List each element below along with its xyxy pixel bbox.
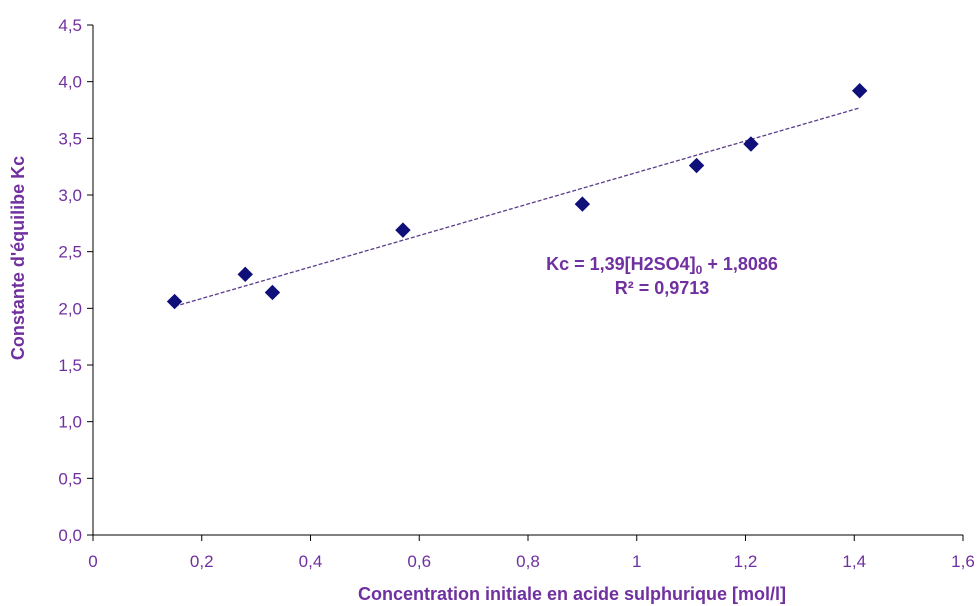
data-point xyxy=(743,136,759,152)
x-tick-label: 1,2 xyxy=(734,552,758,571)
x-tick-label: 0,8 xyxy=(516,552,540,571)
y-tick-label: 3,5 xyxy=(58,129,82,148)
y-tick-label: 4,0 xyxy=(58,73,82,92)
data-point xyxy=(237,266,253,283)
x-tick-label: 1,4 xyxy=(842,552,866,571)
data-points xyxy=(166,83,868,310)
x-tick-label: 1 xyxy=(632,552,641,571)
y-tick-label: 4,5 xyxy=(58,16,82,35)
y-tick-label: 1,0 xyxy=(58,413,82,432)
trendline xyxy=(174,107,860,308)
x-tick-label: 0,6 xyxy=(407,552,431,571)
y-tick-label: 1,5 xyxy=(58,356,82,375)
y-tick-label: 0,5 xyxy=(58,469,82,488)
data-point xyxy=(851,83,868,99)
x-tick-label: 0 xyxy=(88,552,97,571)
x-tick-label: 0,4 xyxy=(299,552,323,571)
data-point xyxy=(574,196,591,212)
y-axis-title: Constante d'équilibe Kc xyxy=(8,156,28,360)
data-point xyxy=(166,293,183,310)
trendline-group xyxy=(174,107,860,308)
x-axis-title: Concentration initiale en acide sulphuri… xyxy=(358,584,786,604)
trendline-equation: Kc = 1,39[H2SO4]0 + 1,8086 xyxy=(546,254,778,277)
equation-main: Kc = 1,39[H2SO4] xyxy=(546,254,696,274)
x-axis-ticks: 0 0,2 0,4 0,6 0,8 1 1,2 1,4 1,6 xyxy=(88,535,975,571)
y-tick-label: 0,0 xyxy=(58,526,82,545)
y-tick-label: 2,5 xyxy=(58,243,82,262)
r-squared-label: R² = 0,9713 xyxy=(615,278,710,298)
y-tick-label: 2,0 xyxy=(58,299,82,318)
y-axis-ticks: 0,0 0,5 1,0 1,5 2,0 2,5 3,0 3,5 4,0 4,5 xyxy=(58,16,93,545)
y-tick-label: 3,0 xyxy=(58,186,82,205)
axes xyxy=(92,25,963,536)
equation-suffix: + 1,8086 xyxy=(702,254,778,274)
x-tick-label: 1,6 xyxy=(951,552,975,571)
data-point xyxy=(688,157,705,174)
data-point xyxy=(264,284,281,301)
equation-subscript: 0 xyxy=(696,263,703,277)
data-point xyxy=(395,222,411,238)
x-tick-label: 0,2 xyxy=(190,552,214,571)
